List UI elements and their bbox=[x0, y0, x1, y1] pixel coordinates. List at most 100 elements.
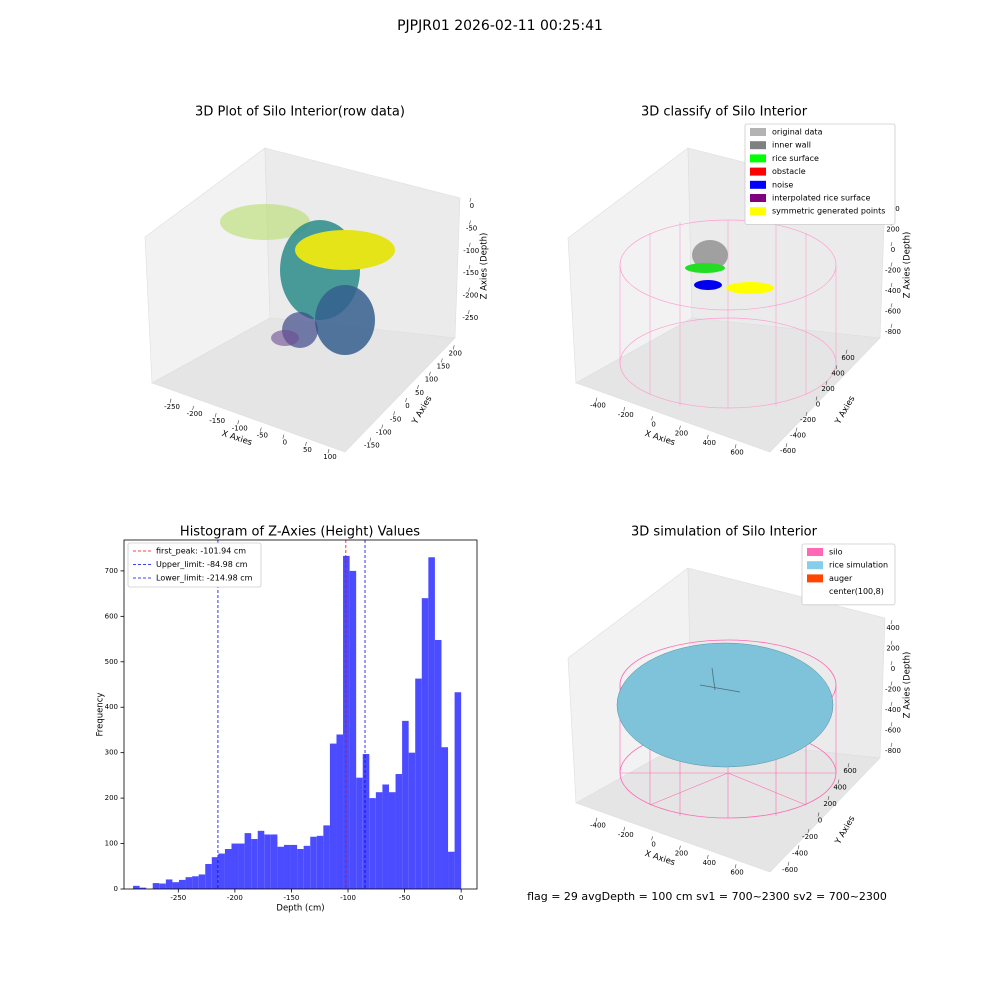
bar bbox=[139, 887, 147, 889]
z-tick-label: -400 bbox=[885, 287, 901, 295]
bar bbox=[402, 720, 409, 889]
bar bbox=[244, 833, 252, 889]
tick-mark bbox=[305, 441, 307, 446]
axis-label: Z Axies (Depth) bbox=[903, 652, 913, 719]
y-tick-label: -200 bbox=[800, 416, 816, 424]
x-tick-label: 200 bbox=[675, 850, 688, 858]
bar bbox=[428, 557, 435, 889]
plot-frame bbox=[123, 539, 478, 890]
tick-mark bbox=[815, 396, 818, 401]
tick-mark bbox=[651, 416, 653, 421]
legend-label: Upper_limit: -84.98 cm bbox=[156, 560, 248, 569]
bar bbox=[231, 843, 239, 889]
z-tick-label: -200 bbox=[885, 686, 901, 694]
bar bbox=[362, 754, 370, 889]
x-tick-label: -200 bbox=[227, 894, 243, 902]
tick-mark bbox=[706, 854, 709, 860]
x-tick-label: 0 bbox=[283, 439, 287, 447]
y-tick-label: 400 bbox=[833, 784, 846, 792]
bar bbox=[290, 844, 298, 889]
y-tick-label: 300 bbox=[105, 749, 118, 757]
bar bbox=[395, 774, 403, 889]
y-axis-label: Frequency bbox=[96, 693, 106, 737]
tick-mark bbox=[468, 287, 470, 292]
y-tick-label: 600 bbox=[105, 612, 118, 620]
x-tick-label: -50 bbox=[399, 894, 410, 902]
x-tick-label: -50 bbox=[257, 432, 268, 440]
x-tick-label: -200 bbox=[618, 831, 634, 839]
y-tick-label: 200 bbox=[821, 385, 834, 393]
legend-label: symmetric generated points bbox=[772, 207, 885, 216]
bar bbox=[152, 883, 160, 889]
bar bbox=[356, 777, 363, 889]
tick-mark bbox=[890, 640, 893, 645]
tick-mark bbox=[169, 398, 172, 403]
z-tick-label: -200 bbox=[885, 267, 901, 275]
bar bbox=[316, 835, 324, 889]
legend-swatch bbox=[750, 180, 766, 189]
x-tick-label: -200 bbox=[187, 410, 203, 418]
x-tick-label: -400 bbox=[590, 822, 606, 830]
tick-mark bbox=[787, 861, 790, 866]
tick-mark bbox=[734, 864, 737, 869]
bar bbox=[257, 830, 265, 889]
bar bbox=[283, 844, 291, 889]
y-tick-label: 200 bbox=[449, 349, 462, 357]
tick-mark bbox=[734, 444, 737, 449]
z-tick-label: -800 bbox=[885, 328, 901, 336]
legend-label: noise bbox=[772, 180, 793, 189]
bar bbox=[198, 874, 206, 889]
bar bbox=[303, 845, 311, 889]
bar bbox=[388, 792, 396, 889]
tick-mark bbox=[890, 742, 893, 747]
bar bbox=[448, 851, 455, 889]
y-tick-label: -600 bbox=[782, 866, 798, 874]
z-tick-label: -600 bbox=[885, 726, 901, 734]
bar bbox=[211, 857, 219, 889]
bar bbox=[343, 555, 350, 889]
bar bbox=[375, 792, 383, 889]
bar bbox=[270, 834, 278, 889]
z-tick-label: -100 bbox=[463, 247, 479, 255]
tick-mark bbox=[282, 434, 285, 439]
tick-mark bbox=[679, 425, 681, 430]
bar bbox=[415, 678, 422, 889]
x-tick-label: -150 bbox=[209, 417, 225, 425]
tick-mark bbox=[890, 241, 893, 247]
tick-mark bbox=[890, 701, 893, 707]
x-tick-label: -250 bbox=[164, 403, 180, 411]
axis-label: X Axies bbox=[643, 849, 676, 868]
x-tick-label: 50 bbox=[303, 446, 312, 454]
y-tick-label: -400 bbox=[792, 849, 808, 857]
legend-box bbox=[127, 542, 262, 588]
tick-mark bbox=[835, 365, 838, 370]
legend-label: inner wall bbox=[772, 141, 811, 150]
y-tick-label: 700 bbox=[105, 567, 118, 575]
y-tick-label: 0 bbox=[816, 401, 820, 409]
chart-title: Histogram of Z-Axies (Height) Values bbox=[180, 525, 420, 540]
legend-label: rice surface bbox=[772, 154, 819, 163]
x-tick-label: 600 bbox=[730, 448, 743, 456]
bar bbox=[185, 877, 193, 889]
x-tick-label: 100 bbox=[323, 453, 336, 461]
legend-swatch bbox=[807, 587, 823, 596]
tick-mark bbox=[817, 812, 820, 817]
legend-label: first_peak: -101.94 cm bbox=[156, 547, 246, 556]
x-tick-label: -200 bbox=[618, 411, 634, 419]
bar bbox=[172, 882, 179, 889]
tick-mark bbox=[369, 437, 372, 442]
tick-mark bbox=[847, 763, 850, 768]
y-tick-label: 200 bbox=[105, 794, 118, 802]
y-tick-label: -100 bbox=[376, 429, 392, 437]
bar bbox=[218, 853, 225, 889]
bar bbox=[251, 839, 258, 889]
tick-mark bbox=[214, 413, 217, 418]
legend-swatch bbox=[750, 128, 766, 136]
y-tick-label: 150 bbox=[437, 362, 450, 370]
tick-mark bbox=[452, 345, 455, 350]
x-tick-label: 400 bbox=[703, 859, 716, 867]
legend-label: obstacle bbox=[772, 167, 806, 176]
y-tick-label: 0 bbox=[405, 402, 409, 410]
z-tick-label: -200 bbox=[463, 292, 479, 300]
